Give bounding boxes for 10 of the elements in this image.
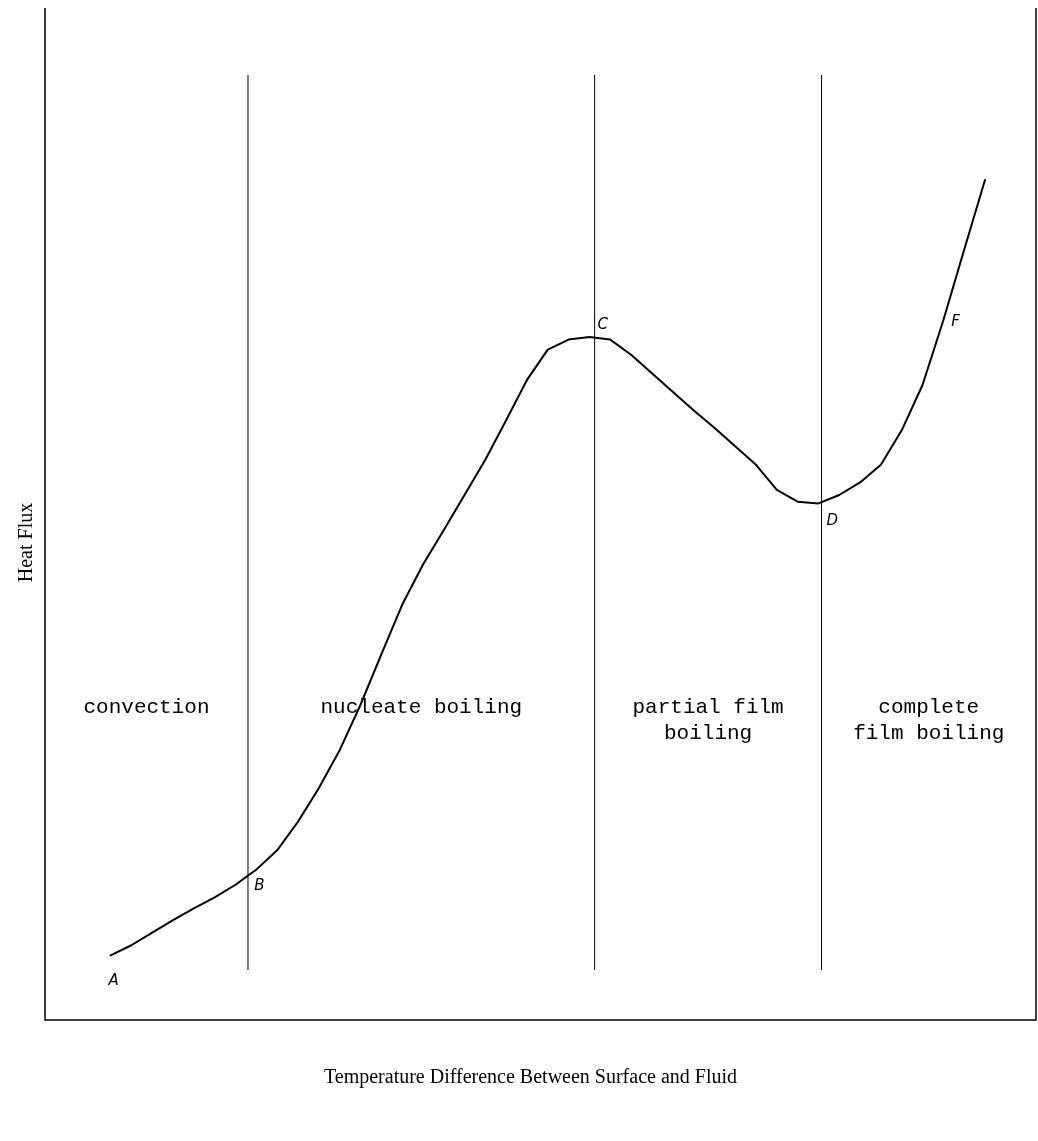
annotation: partial film boiling — [632, 696, 784, 745]
annotation: complete film boiling — [853, 696, 1005, 745]
annotation: convection — [83, 696, 210, 719]
annotation: F — [951, 312, 961, 331]
annotation: D — [826, 511, 838, 530]
annotation: C — [597, 315, 609, 334]
y-axis-title: Heat Flux — [14, 502, 36, 583]
x-axis-title: Temperature Difference Between Surface and Fluid — [323, 1065, 738, 1088]
annotation: B — [254, 875, 265, 894]
annotation: A — [107, 971, 119, 990]
